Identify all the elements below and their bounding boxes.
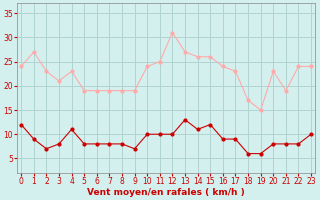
- X-axis label: Vent moyen/en rafales ( km/h ): Vent moyen/en rafales ( km/h ): [87, 188, 245, 197]
